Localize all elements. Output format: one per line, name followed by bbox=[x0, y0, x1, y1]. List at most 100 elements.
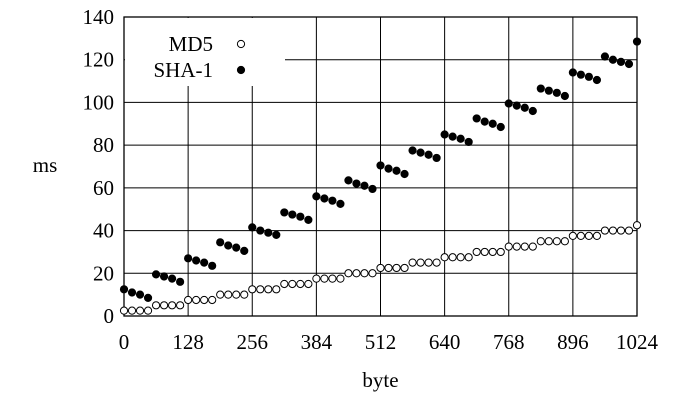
data-point bbox=[344, 176, 353, 185]
data-point bbox=[400, 169, 409, 179]
data-point bbox=[368, 184, 377, 194]
y-tick-label: 120 bbox=[83, 48, 115, 72]
legend-box bbox=[125, 18, 285, 86]
data-point bbox=[280, 208, 289, 217]
x-tick-label: 256 bbox=[237, 330, 269, 354]
data-point bbox=[312, 274, 321, 283]
x-tick-label: 640 bbox=[429, 330, 461, 354]
data-point bbox=[288, 279, 297, 289]
y-axis-label: ms bbox=[33, 153, 58, 177]
legend: MD5 SHA-1 bbox=[153, 32, 246, 82]
y-tick-label: 20 bbox=[93, 261, 114, 285]
data-point bbox=[624, 59, 634, 69]
data-point bbox=[216, 238, 225, 247]
data-point bbox=[224, 290, 233, 299]
y-tick-label: 60 bbox=[93, 176, 114, 200]
data-point bbox=[360, 181, 369, 190]
data-point bbox=[304, 279, 313, 289]
data-point bbox=[632, 221, 642, 230]
data-point bbox=[288, 210, 297, 219]
data-point bbox=[440, 130, 449, 139]
data-point bbox=[472, 247, 481, 257]
data-point bbox=[424, 150, 433, 159]
data-point bbox=[280, 279, 289, 289]
data-point bbox=[584, 231, 594, 241]
data-point bbox=[143, 293, 153, 302]
data-point bbox=[248, 223, 257, 232]
data-point bbox=[167, 274, 177, 283]
x-tick-label: 1024 bbox=[616, 330, 659, 354]
data-point bbox=[504, 242, 513, 251]
data-point bbox=[176, 277, 185, 286]
data-point bbox=[151, 301, 161, 310]
series-md5 bbox=[119, 221, 642, 315]
data-point bbox=[320, 194, 329, 203]
data-point bbox=[296, 212, 305, 221]
data-point bbox=[360, 269, 369, 278]
y-tick-label: 140 bbox=[83, 5, 115, 29]
data-point bbox=[520, 103, 529, 112]
data-point bbox=[536, 84, 545, 93]
data-point bbox=[376, 263, 385, 273]
data-point bbox=[440, 253, 449, 262]
data-point bbox=[496, 122, 505, 132]
data-point bbox=[192, 256, 201, 265]
data-point bbox=[176, 301, 185, 310]
data-point bbox=[600, 52, 610, 61]
data-point bbox=[600, 226, 610, 235]
data-point bbox=[480, 117, 489, 126]
data-point bbox=[127, 306, 137, 315]
data-point bbox=[208, 261, 217, 270]
data-point bbox=[408, 258, 417, 267]
data-point bbox=[496, 247, 505, 257]
data-point bbox=[456, 253, 465, 262]
data-point bbox=[352, 269, 361, 278]
data-point bbox=[408, 146, 417, 155]
data-point bbox=[143, 306, 153, 315]
data-point bbox=[232, 290, 241, 299]
data-point bbox=[488, 119, 497, 128]
x-tick-label: 0 bbox=[119, 330, 130, 354]
data-point bbox=[592, 75, 602, 85]
data-point bbox=[512, 101, 521, 110]
data-point bbox=[416, 258, 425, 267]
data-point bbox=[312, 192, 321, 201]
data-point bbox=[576, 70, 585, 79]
data-point bbox=[264, 228, 273, 237]
data-point bbox=[552, 88, 561, 97]
data-point bbox=[256, 285, 265, 294]
legend-marker-md5 bbox=[236, 39, 246, 49]
data-point bbox=[328, 274, 337, 283]
data-point bbox=[248, 285, 257, 294]
data-point bbox=[392, 263, 401, 273]
data-point bbox=[528, 106, 537, 116]
data-point bbox=[336, 199, 345, 208]
data-point bbox=[159, 301, 169, 310]
data-point bbox=[328, 196, 337, 205]
data-point bbox=[560, 237, 569, 246]
data-point bbox=[240, 290, 249, 299]
data-point bbox=[208, 295, 217, 305]
data-point bbox=[592, 231, 602, 241]
data-point bbox=[480, 247, 489, 257]
x-tick-label: 128 bbox=[172, 330, 204, 354]
data-point bbox=[159, 272, 169, 281]
data-point bbox=[216, 290, 225, 299]
data-point bbox=[632, 37, 642, 46]
data-point bbox=[608, 55, 618, 64]
data-point bbox=[151, 270, 161, 279]
data-point bbox=[512, 242, 521, 251]
data-point bbox=[200, 258, 209, 267]
data-point bbox=[184, 295, 193, 305]
data-point bbox=[536, 237, 545, 246]
x-axis-label: byte bbox=[362, 368, 398, 392]
data-point bbox=[448, 253, 457, 262]
data-point bbox=[384, 263, 393, 273]
data-point bbox=[528, 242, 537, 251]
data-point bbox=[416, 148, 425, 157]
legend-marker-sha1 bbox=[236, 65, 246, 75]
data-point bbox=[272, 230, 281, 239]
y-tick-label: 80 bbox=[93, 133, 114, 157]
data-point bbox=[200, 295, 209, 305]
data-point bbox=[544, 86, 553, 95]
